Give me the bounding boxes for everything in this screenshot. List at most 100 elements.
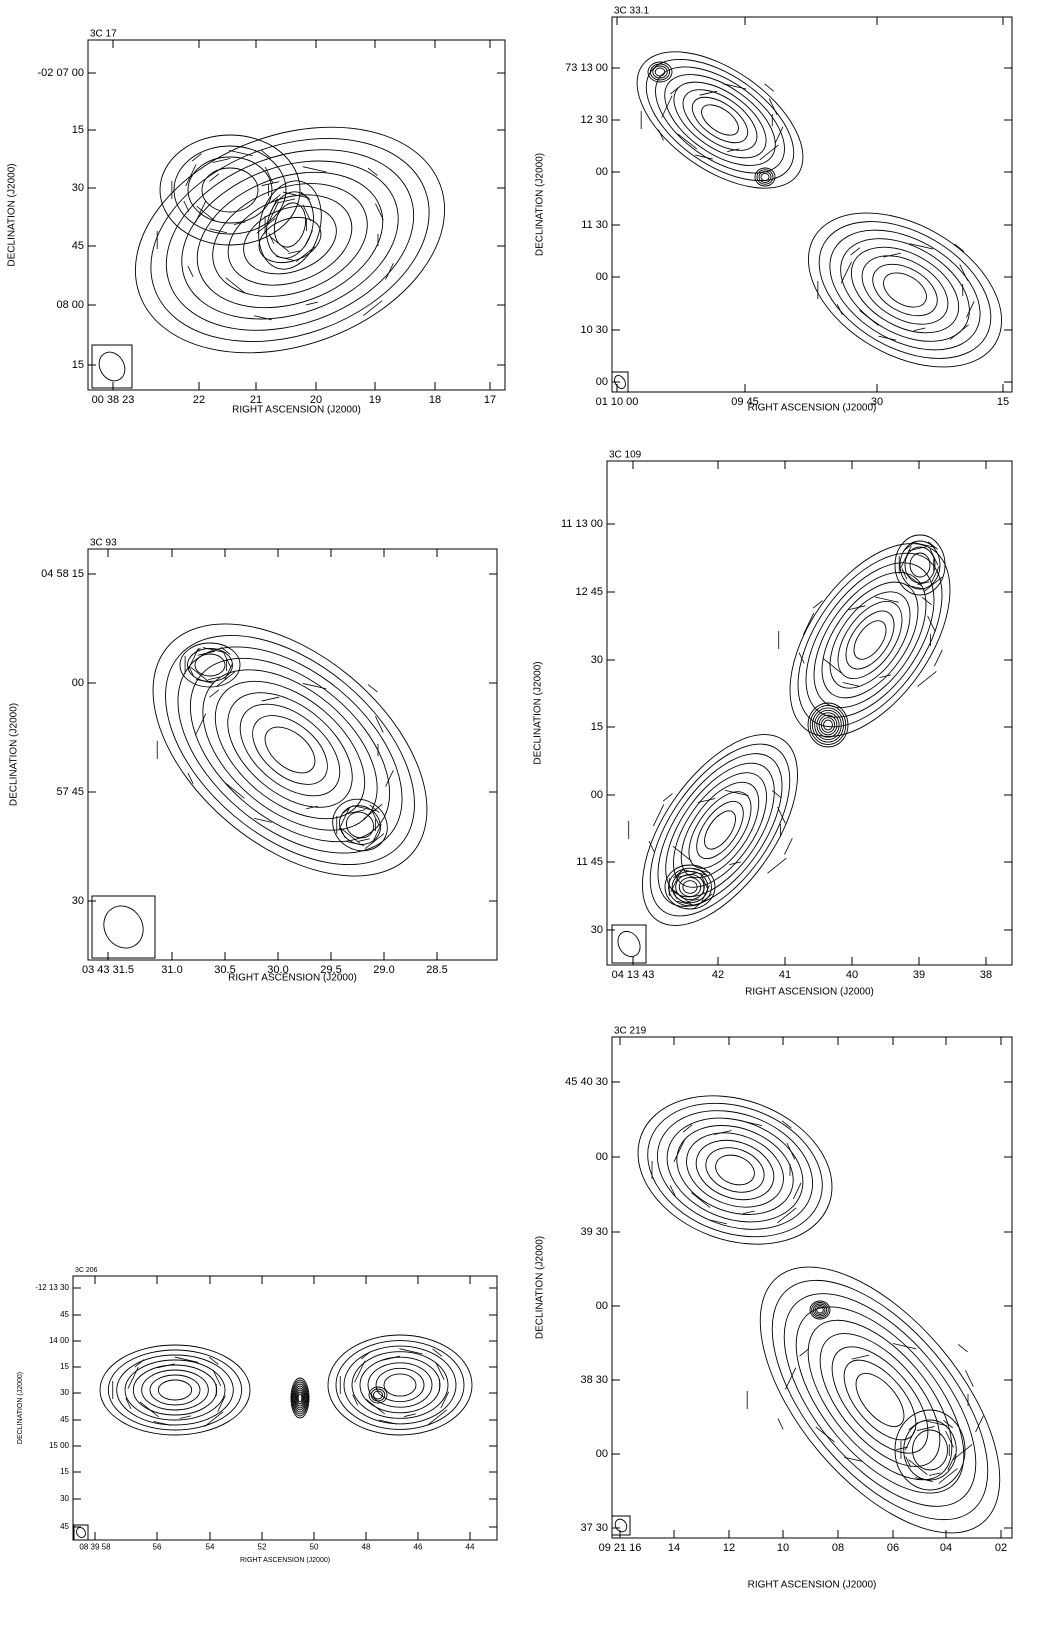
polarization-vector (179, 1416, 191, 1419)
contour (195, 654, 225, 676)
x-tick-label: 17 (484, 394, 496, 406)
polarization-vector (188, 773, 193, 784)
panel-title: 3C 219 (614, 1026, 647, 1037)
y-tick-label: 30 (72, 182, 84, 194)
contour (782, 181, 1029, 399)
polarization-vector (433, 1349, 442, 1356)
map-panel: 3C 9304 58 150057 453003 43 31.531.030.5… (9, 538, 497, 984)
contour (190, 654, 390, 846)
y-tick-label: -02 07 00 (38, 67, 84, 79)
map-frame (88, 40, 505, 390)
contour (215, 179, 364, 302)
map-frame (73, 1276, 497, 1540)
polarization-vector (739, 1120, 762, 1125)
contour (664, 1110, 805, 1230)
polarization-vector (296, 247, 315, 262)
x-tick-label: 18 (429, 394, 441, 406)
y-tick-label: 37 30 (580, 1522, 608, 1534)
contour (716, 1226, 1044, 1574)
contour (629, 1080, 841, 1260)
contour (188, 157, 272, 223)
polarization-vector (760, 145, 779, 160)
x-tick-label: 56 (153, 1542, 162, 1551)
contour (384, 1374, 416, 1396)
y-tick-label: 04 58 15 (41, 568, 84, 580)
polarization-vector (841, 262, 851, 284)
contour (117, 1355, 234, 1425)
y-tick-label: 00 (596, 1151, 608, 1163)
contour (825, 590, 915, 690)
contour (782, 1296, 979, 1505)
polarization-vector (909, 1422, 918, 1429)
y-axis-label: DECLINATION (J2000) (535, 153, 546, 256)
polarization-vector (843, 682, 861, 686)
figure: 3C 17-02 07 0015304508 001500 38 2322212… (0, 0, 1059, 1641)
polarization-vector (226, 783, 245, 798)
y-tick-label: 00 (596, 1300, 608, 1312)
y-tick-label: 38 30 (580, 1374, 608, 1386)
y-tick-label: 30 (72, 895, 84, 907)
contour (685, 88, 756, 152)
x-tick-label: 12 (723, 1542, 735, 1554)
polarization-vector (195, 201, 205, 223)
y-tick-label: 00 (591, 789, 603, 801)
map-panel: 3C 33.173 13 0012 300011 300010 300001 1… (535, 6, 1029, 414)
contour (108, 1350, 241, 1430)
y-tick-label: 30 (60, 1388, 69, 1397)
contour (904, 1420, 957, 1480)
y-axis-label: DECLINATION (J2000) (17, 1372, 24, 1444)
y-axis-label: DECLINATION (J2000) (535, 1236, 546, 1339)
contour (758, 515, 982, 764)
polarization-vector (368, 685, 377, 692)
contour (655, 68, 665, 76)
polarization-vector (278, 199, 296, 203)
x-axis-label: RIGHT ASCENSION (J2000) (228, 973, 357, 984)
beam (94, 347, 130, 385)
y-tick-label: 00 (596, 376, 608, 388)
polarization-vector (262, 697, 280, 701)
contour (612, 708, 828, 951)
x-tick-label: 29.0 (373, 964, 394, 976)
contour (180, 643, 240, 687)
y-tick-label: 39 30 (580, 1226, 608, 1238)
contour (836, 603, 903, 678)
x-axis-label: RIGHT ASCENSION (J2000) (748, 403, 877, 414)
contour (780, 540, 960, 739)
y-tick-label: 15 (60, 1467, 69, 1476)
x-tick-label: 01 10 00 (596, 396, 639, 408)
polarization-vector (939, 1468, 958, 1483)
beam-box (612, 925, 646, 963)
polarization-vector (958, 1344, 967, 1351)
contour (676, 1120, 794, 1220)
polarization-vector (700, 91, 718, 95)
contour (769, 528, 971, 752)
y-tick-label: 08 00 (56, 299, 84, 311)
y-tick-label: 11 30 (581, 219, 608, 231)
polarization-vector (301, 192, 310, 199)
polarization-vector (186, 164, 196, 186)
polarization-vector (768, 858, 787, 873)
contour (122, 102, 457, 378)
polarization-vector (902, 570, 921, 585)
beam (75, 1526, 88, 1539)
x-tick-label: 00 38 23 (92, 394, 135, 406)
contour (749, 1261, 1012, 1539)
x-tick-label: 10 (777, 1542, 789, 1554)
y-tick-label: 45 (72, 240, 84, 252)
contour (104, 87, 477, 394)
contour (836, 230, 973, 351)
contour (125, 1360, 225, 1420)
polarization-vector (914, 328, 926, 331)
contour (223, 686, 357, 814)
y-axis-label: DECLINATION (J2000) (533, 661, 544, 764)
polarization-vector (813, 601, 822, 608)
polarization-vector (303, 167, 326, 172)
beam-box (92, 345, 132, 388)
contour (197, 163, 383, 316)
polarization-vector (878, 336, 896, 340)
y-tick-label: 12 45 (575, 586, 603, 598)
polarization-vector (764, 84, 773, 91)
polarization-vector (306, 302, 318, 305)
beam (614, 927, 645, 960)
